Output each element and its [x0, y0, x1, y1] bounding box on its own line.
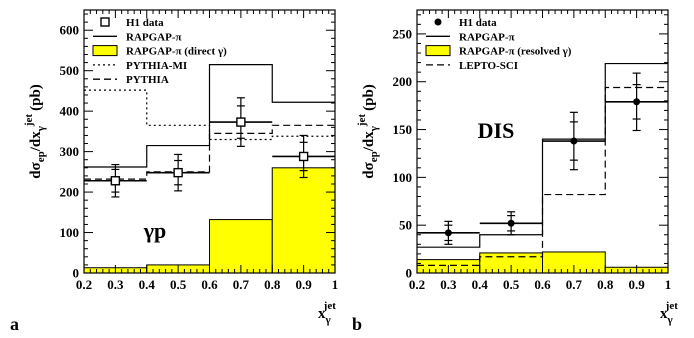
y-tick-label: 200 — [60, 185, 80, 200]
data-point — [110, 176, 121, 186]
x-axis-label-part: x — [318, 306, 326, 322]
y-tick-label: 600 — [60, 23, 80, 38]
legend-label: PYTHIA-MI — [126, 60, 187, 72]
x-axis-label: xγ jet — [318, 300, 336, 326]
data-point — [298, 151, 309, 162]
legend-label: H1 data — [126, 17, 164, 29]
data-point — [633, 98, 641, 106]
chart-panel-b: 0.2 0.3 0.4 0.5 0.6 0.7 0.8 0.9 1 0 50 100 150 200 250… — [352, 9, 678, 334]
x-axis-label-part: γ — [325, 314, 331, 326]
chart-panel-a: 0.2 0.3 0.4 0.5 0.6 0.7 0.8 0.9 1 0 100 200 300 400 50… — [10, 9, 339, 334]
x-tick-label: 0.9 — [296, 277, 313, 292]
legend-label: LEPTO-SCI — [459, 60, 518, 72]
x-tick-label: 0.4 — [472, 277, 489, 292]
panel-annotation: γp — [143, 218, 167, 243]
x-tick-label: 0.5 — [170, 277, 187, 292]
x-tick-label: 0.2 — [76, 277, 92, 292]
y-axis-label-part: /dx — [28, 131, 44, 153]
y-tick-label: 300 — [60, 144, 80, 159]
legend-label: RAPGAP-π — [126, 31, 182, 43]
x-tick-label: 0.9 — [629, 277, 646, 292]
x-axis-label-part: jet — [665, 300, 679, 312]
x-tick-label: 0.6 — [201, 277, 218, 292]
y-axis-label: dσep/dxγjet (pb) — [356, 84, 380, 179]
y-axis-label-part: ep — [368, 151, 380, 162]
y-axis-label-part: jet — [356, 114, 368, 128]
y-axis-label-part: jet — [23, 114, 35, 128]
legend-label: RAPGAP-π (resolved γ) — [459, 46, 572, 58]
x-axis-label-part: γ — [667, 314, 673, 326]
x-tick-label: 0.7 — [233, 277, 250, 292]
series-line-rapgap- — [417, 62, 668, 248]
x-tick-label: 0.2 — [409, 277, 425, 292]
y-tick-label: 250 — [393, 26, 413, 41]
panel-annotation: DIS — [478, 118, 515, 143]
series-line-lepto-sci — [417, 86, 668, 266]
data-point — [570, 137, 578, 145]
data-point — [444, 229, 452, 237]
y-tick-label: 200 — [393, 74, 413, 89]
x-tick-label: 0.8 — [597, 277, 614, 292]
y-axis-label: dσep/dxγjet (pb) — [23, 84, 47, 179]
y-tick-label: 100 — [393, 170, 413, 185]
legend-label: PYTHIA — [126, 74, 169, 86]
y-axis-label-part: (pb) — [28, 84, 44, 111]
legend-swatch — [425, 45, 451, 57]
panel-label: b — [352, 314, 362, 334]
x-tick-label: 0.4 — [139, 277, 156, 292]
y-axis-label-part: ep — [35, 151, 47, 162]
legend-marker — [434, 18, 442, 26]
panel-label: a — [10, 314, 19, 334]
data-point — [173, 167, 183, 178]
y-tick-label: 50 — [399, 218, 412, 233]
y-tick-label: 0 — [73, 266, 80, 281]
x-tick-label: 1 — [332, 277, 339, 292]
y-tick-label: 0 — [406, 266, 413, 281]
x-axis-label-part: jet — [323, 300, 337, 312]
x-axis-label-part: x — [660, 306, 668, 322]
x-axis-label: xγ jet — [660, 300, 678, 326]
data-point — [236, 117, 246, 127]
legend-label: RAPGAP-π (direct γ) — [126, 46, 227, 58]
y-tick-label: 500 — [60, 63, 80, 78]
x-tick-label: 0.3 — [107, 277, 124, 292]
y-axis-label-part: γ — [368, 126, 380, 132]
x-tick-label: 1 — [665, 277, 672, 292]
y-axis-label-part: (pb) — [361, 84, 377, 111]
data-point — [507, 219, 515, 227]
y-axis-label-part: γ — [35, 126, 47, 132]
x-tick-label: 0.7 — [566, 277, 583, 292]
legend-marker — [100, 17, 110, 27]
series-line-rapgap- — [84, 64, 335, 168]
x-tick-label: 0.5 — [503, 277, 520, 292]
series-line-pythia-mi — [84, 89, 335, 141]
filled-bar — [271, 167, 336, 274]
y-axis-label-part: /dx — [361, 131, 377, 153]
filled-bar — [209, 219, 273, 274]
y-axis-label-part: dσ — [361, 161, 377, 178]
y-tick-label: 400 — [60, 104, 80, 119]
y-axis-label-part: dσ — [28, 161, 44, 178]
legend-label: H1 data — [459, 17, 497, 29]
x-tick-label: 0.6 — [534, 277, 551, 292]
legend-label: RAPGAP-π — [459, 31, 515, 43]
legend-swatch — [92, 45, 118, 57]
y-tick-label: 100 — [60, 225, 80, 240]
y-tick-label: 150 — [393, 122, 413, 137]
x-tick-label: 0.8 — [264, 277, 281, 292]
x-tick-label: 0.3 — [440, 277, 457, 292]
